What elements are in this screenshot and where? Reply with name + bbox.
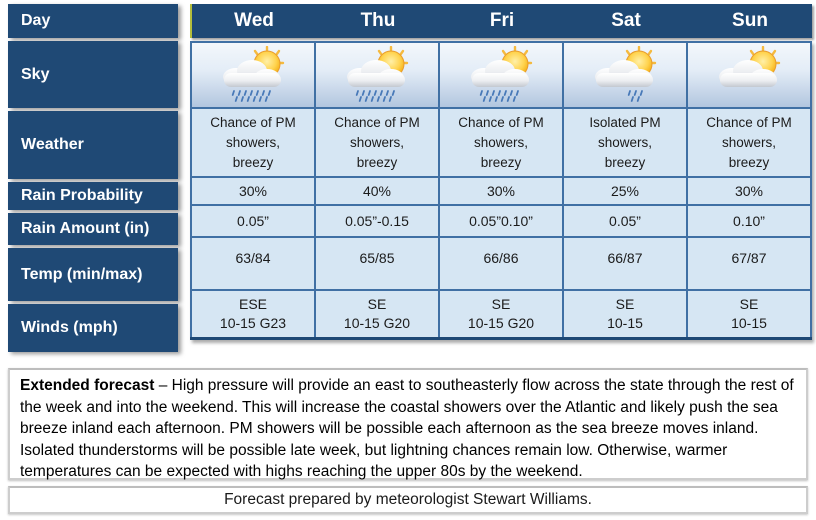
rain-probability-cell: 30%	[686, 176, 812, 206]
rain-amount-cell: 0.05”	[190, 204, 316, 238]
weather-cell: Chance of PM showers, breezy	[686, 107, 812, 178]
temp-row: 63/84 65/85 66/86 66/87 67/87	[190, 236, 812, 291]
row-label-column: Day Sky Weather Rain Probability Rain Am…	[8, 4, 178, 352]
weather-cell: Chance of PM showers, breezy	[190, 107, 316, 178]
row-label-winds: Winds (mph)	[8, 304, 178, 352]
sky-cell	[686, 41, 812, 109]
extended-forecast-text: Extended forecast – High pressure will p…	[20, 375, 796, 483]
temp-cell: 67/87	[686, 236, 812, 291]
sky-cell	[314, 41, 440, 109]
sky-cell	[438, 41, 564, 109]
winds-cell: SE 10-15	[562, 289, 688, 339]
temp-cell: 66/86	[438, 236, 564, 291]
temp-cell: 66/87	[562, 236, 688, 291]
rain-amount-cell: 0.05”-0.15	[314, 204, 440, 238]
winds-cell: SE 10-15 G20	[314, 289, 440, 339]
sun-cloud-icon	[688, 46, 810, 104]
rain-amount-cell: 0.05”0.10”	[438, 204, 564, 238]
rain-probability-cell: 25%	[562, 176, 688, 206]
temp-cell: 63/84	[190, 236, 316, 291]
sky-cell	[190, 41, 316, 109]
rain-amount-cell: 0.05”	[562, 204, 688, 238]
winds-cell: SE 10-15	[686, 289, 812, 339]
rain-amount-row: 0.05” 0.05”-0.15 0.05”0.10” 0.05” 0.10”	[190, 204, 812, 238]
sky-cell	[562, 41, 688, 109]
weather-cell: Chance of PM showers, breezy	[438, 107, 564, 178]
day-header-sat: Sat	[611, 10, 641, 31]
row-label-weather: Weather	[8, 111, 178, 179]
prepared-by-bar: Forecast prepared by meteorologist Stewa…	[8, 486, 808, 514]
row-label-rain-amount: Rain Amount (in)	[8, 213, 178, 245]
row-label-day: Day	[8, 4, 178, 38]
weather-row: Chance of PM showers, breezy Chance of P…	[190, 107, 812, 178]
rain-probability-cell: 40%	[314, 176, 440, 206]
day-header-wed: Wed	[234, 10, 274, 31]
forecast-table: Wed Thu Fri Sat Sun	[190, 4, 812, 340]
forecast-grid: Chance of PM showers, breezy Chance of P…	[190, 41, 812, 340]
day-header-fri: Fri	[489, 10, 515, 31]
row-label-text: Rain Probability	[21, 187, 143, 204]
row-label-text: Winds (mph)	[21, 319, 118, 336]
weather-cell: Chance of PM showers, breezy	[314, 107, 440, 178]
day-header-row: Wed Thu Fri Sat Sun	[190, 4, 812, 38]
winds-cell: ESE 10-15 G23	[190, 289, 316, 339]
row-label-temp: Temp (min/max)	[8, 248, 178, 301]
row-label-rain-probability: Rain Probability	[8, 182, 178, 210]
row-label-text: Weather	[21, 136, 84, 153]
sun-cloud-light-rain-icon	[564, 46, 686, 104]
rain-amount-cell: 0.10”	[686, 204, 812, 238]
row-label-sky: Sky	[8, 41, 178, 108]
row-label-text: Rain Amount (in)	[21, 220, 150, 237]
sun-cloud-rain-icon	[316, 46, 438, 104]
rain-probability-cell: 30%	[438, 176, 564, 206]
prepared-by-text: Forecast prepared by meteorologist Stewa…	[224, 491, 592, 508]
temp-cell: 65/85	[314, 236, 440, 291]
rain-probability-cell: 30%	[190, 176, 316, 206]
extended-forecast-body: – High pressure will provide an east to …	[20, 377, 794, 480]
sun-cloud-rain-icon	[192, 46, 314, 104]
row-label-text: Day	[21, 12, 51, 29]
winds-row: ESE 10-15 G23 SE 10-15 G20 SE 10-15 G20 …	[190, 289, 812, 339]
extended-forecast-title: Extended forecast	[20, 377, 155, 394]
row-label-text: Sky	[21, 65, 50, 83]
day-header-thu: Thu	[360, 10, 396, 31]
row-label-text: Temp (min/max)	[21, 265, 143, 283]
sun-cloud-rain-icon	[440, 46, 562, 104]
winds-cell: SE 10-15 G20	[438, 289, 564, 339]
day-header-sun: Sun	[732, 10, 768, 31]
extended-forecast-box: Extended forecast – High pressure will p…	[8, 368, 808, 480]
sky-row	[190, 41, 812, 109]
rain-probability-row: 30% 40% 30% 25% 30%	[190, 176, 812, 206]
weather-cell: Isolated PM showers, breezy	[562, 107, 688, 178]
